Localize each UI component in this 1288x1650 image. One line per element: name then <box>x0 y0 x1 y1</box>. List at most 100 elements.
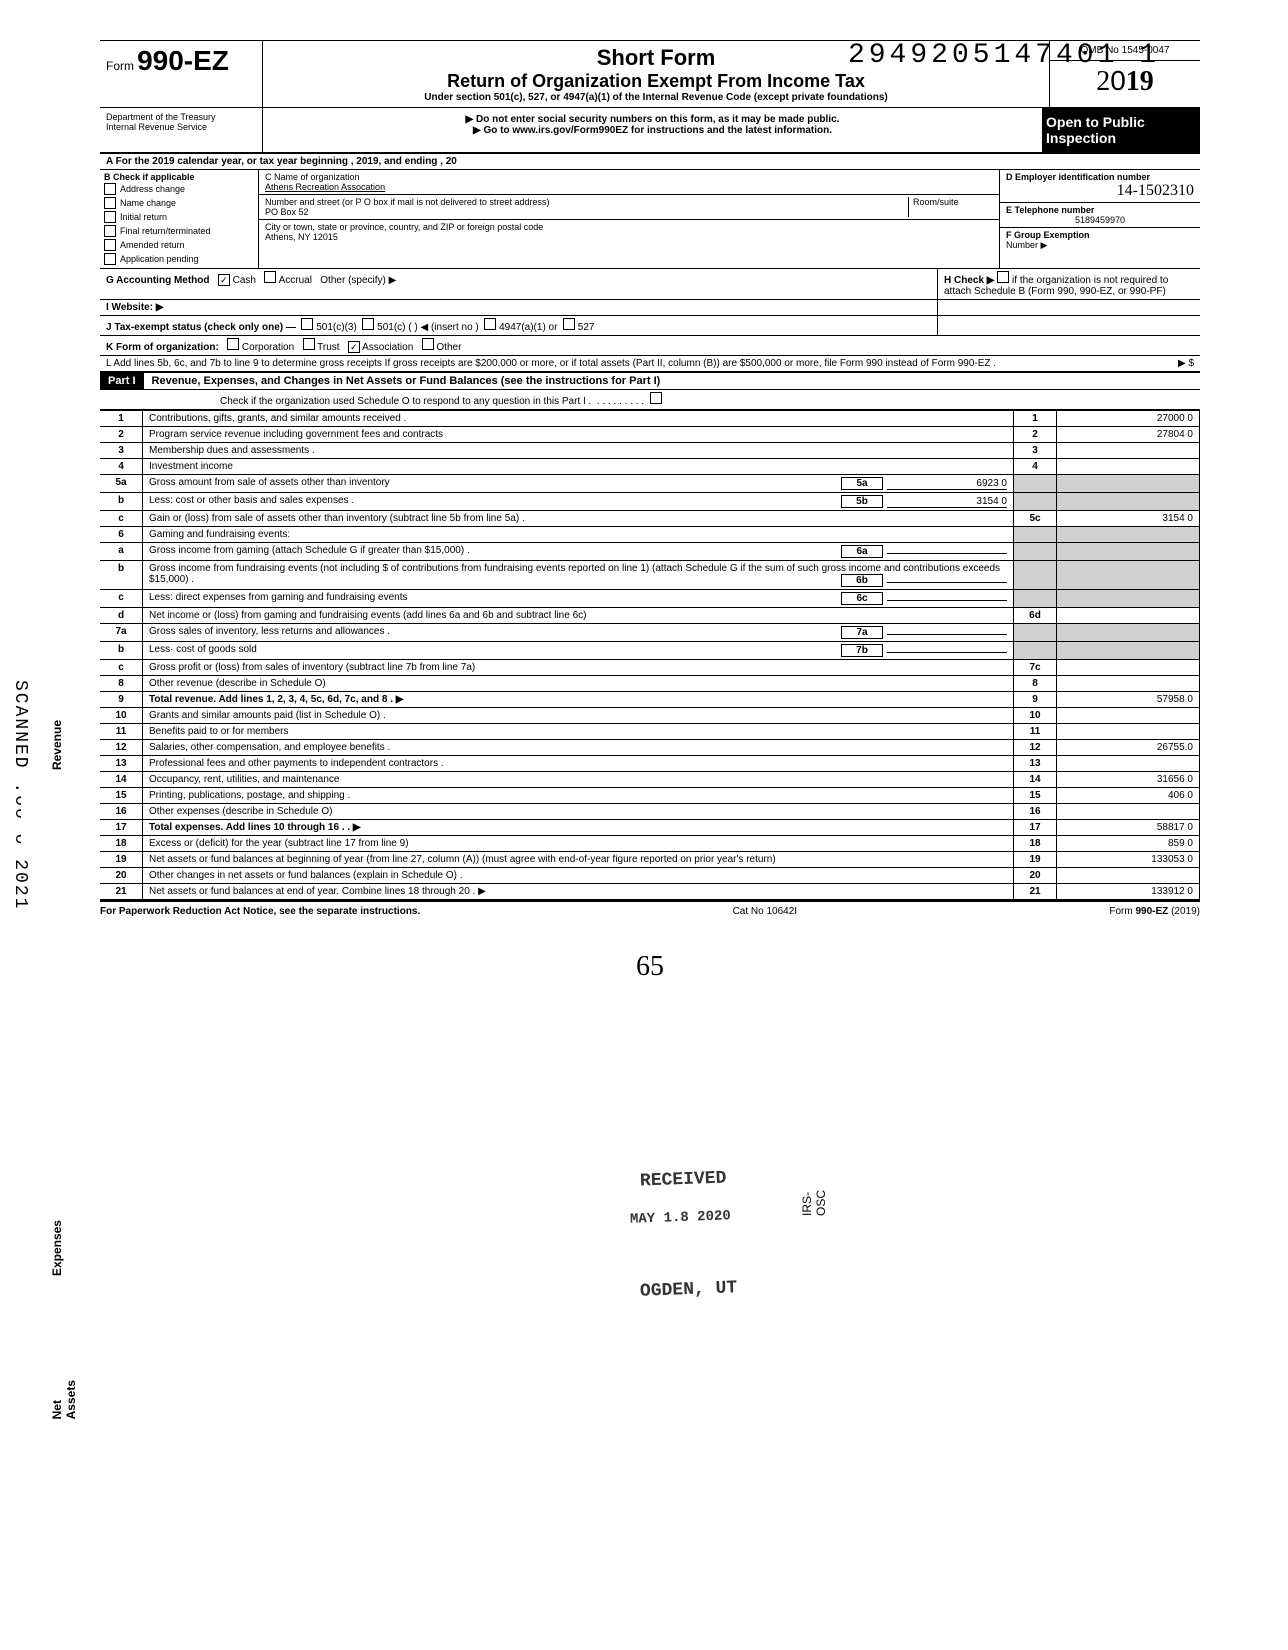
line-box: 3 <box>1014 443 1057 459</box>
part1-title: Revenue, Expenses, and Changes in Net As… <box>144 373 669 389</box>
checkbox-part1-schedule-o[interactable] <box>650 392 662 404</box>
line-box: 21 <box>1014 884 1057 900</box>
checkbox-accrual[interactable] <box>264 271 276 283</box>
checkbox-pending[interactable] <box>104 253 116 265</box>
line-desc: Occupancy, rent, utilities, and maintena… <box>143 772 1014 788</box>
ein-value: 14-1502310 <box>1006 182 1194 200</box>
line-desc: Gross sales of inventory, less returns a… <box>143 624 1014 642</box>
line-box: 20 <box>1014 868 1057 884</box>
checkbox-address-change[interactable] <box>104 183 116 195</box>
j-opt: 501(c) ( ) ◀ (insert no ) <box>377 322 479 333</box>
line-desc: Investment income <box>143 459 1014 475</box>
document-id: 2949205147401 1 <box>848 40 1160 71</box>
line-box <box>1014 475 1057 493</box>
line-box: 6d <box>1014 608 1057 624</box>
line-amt <box>1057 724 1200 740</box>
checkbox-schedule-b[interactable] <box>997 271 1009 283</box>
checkbox-initial-return[interactable] <box>104 211 116 223</box>
checkbox-501c[interactable] <box>362 318 374 330</box>
checkbox-association[interactable]: ✓ <box>348 341 360 353</box>
line-desc: Other revenue (describe in Schedule O) <box>143 676 1014 692</box>
line-desc: Gross profit or (loss) from sales of inv… <box>143 660 1014 676</box>
footer-right: Form 990-EZ (2019) <box>1109 906 1200 917</box>
line-num: 6 <box>100 527 143 543</box>
checkbox-final-return[interactable] <box>104 225 116 237</box>
i-website-label: I Website: ▶ <box>106 302 164 313</box>
ein-label: D Employer identification number <box>1006 172 1194 182</box>
section-b: B Check if applicable Address change Nam… <box>100 170 259 268</box>
stamp-received: RECEIVED <box>640 1168 727 1191</box>
line-num: 20 <box>100 868 143 884</box>
line-box: 14 <box>1014 772 1057 788</box>
line-num: 9 <box>100 692 143 708</box>
line-amt <box>1057 608 1200 624</box>
line-box: 15 <box>1014 788 1057 804</box>
line-desc: Total expenses. Add lines 10 through 16 … <box>143 820 1014 836</box>
checkbox-amended[interactable] <box>104 239 116 251</box>
line-num: b <box>100 493 143 511</box>
g-accrual: Accrual <box>279 275 312 286</box>
line-amt: 26755.0 <box>1057 740 1200 756</box>
checkbox-527[interactable] <box>563 318 575 330</box>
open-to-public: Open to Public Inspection <box>1042 108 1200 152</box>
line-amt <box>1057 660 1200 676</box>
checkbox-cash[interactable]: ✓ <box>218 274 230 286</box>
footer-left: For Paperwork Reduction Act Notice, see … <box>100 906 420 917</box>
line-amt: 58817 0 <box>1057 820 1200 836</box>
line-num: c <box>100 590 143 608</box>
line-amt: 133912 0 <box>1057 884 1200 900</box>
k-opt: Other <box>436 342 461 353</box>
k-label: K Form of organization: <box>106 342 219 353</box>
lines-table: 1 Contributions, gifts, grants, and simi… <box>100 410 1200 900</box>
k-opt: Corporation <box>242 342 294 353</box>
line-box: 5c <box>1014 511 1057 527</box>
line-box: 16 <box>1014 804 1057 820</box>
org-name-label: C Name of organization <box>265 172 993 182</box>
line-num: 12 <box>100 740 143 756</box>
line-desc: Other expenses (describe in Schedule O) <box>143 804 1014 820</box>
line-num: 5a <box>100 475 143 493</box>
b-item: Name change <box>120 198 176 208</box>
checkbox-4947[interactable] <box>484 318 496 330</box>
checkbox-other[interactable] <box>422 338 434 350</box>
g-other: Other (specify) ▶ <box>320 275 396 286</box>
line-num: 17 <box>100 820 143 836</box>
line-amt <box>1057 676 1200 692</box>
room-suite-label: Room/suite <box>908 197 993 217</box>
line-amt <box>1057 459 1200 475</box>
j-opt: 527 <box>578 322 595 333</box>
line-num: 14 <box>100 772 143 788</box>
tel-value: 5189459970 <box>1006 215 1194 225</box>
group-label: F Group Exemption <box>1006 230 1194 240</box>
scanned-stamp: SCANNED .ᴗᴗ ᴗ 2021 <box>10 680 30 910</box>
line-desc: Net assets or fund balances at beginning… <box>143 852 1014 868</box>
checkbox-501c3[interactable] <box>301 318 313 330</box>
city-label: City or town, state or province, country… <box>265 222 993 232</box>
line-box: 1 <box>1014 411 1057 427</box>
b-item: Application pending <box>120 254 199 264</box>
note-public: ▶ Do not enter social security numbers o… <box>269 114 1036 125</box>
line-box: 7c <box>1014 660 1057 676</box>
line-box: 4 <box>1014 459 1057 475</box>
line-num: 7a <box>100 624 143 642</box>
checkbox-name-change[interactable] <box>104 197 116 209</box>
line-num: b <box>100 642 143 660</box>
line-amt: 406 0 <box>1057 788 1200 804</box>
line-num: 2 <box>100 427 143 443</box>
group-number-label: Number ▶ <box>1006 240 1194 251</box>
section-c: C Name of organization Athens Recreation… <box>259 170 1000 268</box>
j-opt: 4947(a)(1) or <box>499 322 557 333</box>
checkbox-corporation[interactable] <box>227 338 239 350</box>
line-box: 9 <box>1014 692 1057 708</box>
checkbox-trust[interactable] <box>303 338 315 350</box>
addr-value: PO Box 52 <box>265 207 908 217</box>
l-text: L Add lines 5b, 6c, and 7b to line 9 to … <box>106 358 996 369</box>
b-item: Initial return <box>120 212 167 222</box>
line-amt <box>1057 868 1200 884</box>
line-num: d <box>100 608 143 624</box>
line-desc: Gain or (loss) from sale of assets other… <box>143 511 1014 527</box>
line-box: 13 <box>1014 756 1057 772</box>
line-amt <box>1057 804 1200 820</box>
line-box: 19 <box>1014 852 1057 868</box>
line-num: 8 <box>100 676 143 692</box>
